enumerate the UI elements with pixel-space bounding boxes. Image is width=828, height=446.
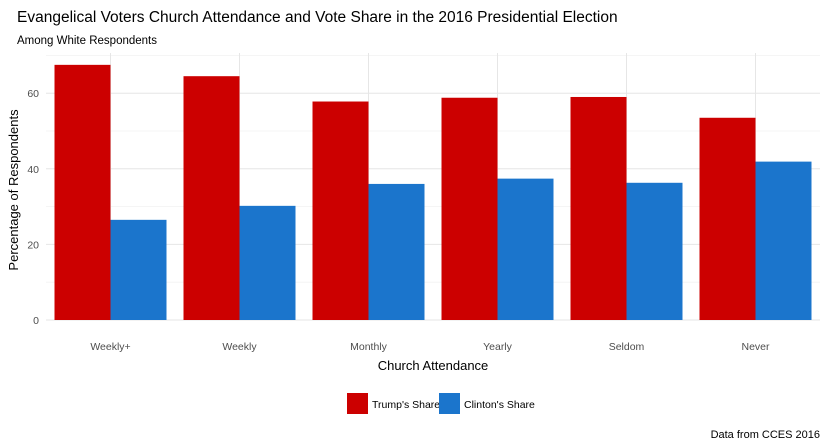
bar-trump-s-share-monthly bbox=[312, 101, 369, 321]
legend-swatch-trump bbox=[347, 393, 368, 414]
legend-label-clinton: Clinton's Share bbox=[464, 399, 535, 411]
legend-label-trump: Trump's Share bbox=[372, 399, 440, 411]
legend-swatch-clinton bbox=[439, 393, 460, 414]
bar-trump-s-share-yearly bbox=[441, 97, 498, 321]
bar-trump-s-share-weekly bbox=[183, 76, 240, 320]
legend: Trump's Share Clinton's Share bbox=[347, 393, 535, 414]
y-axis-ticks: 0 20 40 60 bbox=[27, 88, 39, 327]
x-tick-label: Seldom bbox=[609, 341, 645, 353]
y-tick-label: 0 bbox=[33, 315, 39, 327]
x-axis-title: Church Attendance bbox=[378, 358, 489, 373]
bar-clinton-s-share-weekly bbox=[110, 219, 167, 320]
x-tick-label: Weekly bbox=[222, 341, 257, 353]
x-tick-label: Never bbox=[741, 341, 770, 353]
bar-trump-s-share-seldom bbox=[570, 96, 627, 320]
x-tick-label: Monthly bbox=[350, 341, 388, 353]
y-tick-label: 40 bbox=[27, 164, 39, 176]
caption: Data from CCES 2016 bbox=[711, 429, 820, 441]
chart-title: Evangelical Voters Church Attendance and… bbox=[17, 9, 618, 26]
bar-clinton-s-share-never bbox=[755, 161, 812, 320]
bar-clinton-s-share-seldom bbox=[626, 182, 683, 320]
bar-clinton-s-share-weekly bbox=[239, 205, 296, 320]
y-tick-label: 60 bbox=[27, 88, 39, 100]
x-axis-ticks: Weekly+ Weekly Monthly Yearly Seldom Never bbox=[90, 341, 770, 353]
bar-trump-s-share-never bbox=[699, 117, 756, 321]
bar-clinton-s-share-yearly bbox=[497, 178, 554, 320]
bar-clinton-s-share-monthly bbox=[368, 183, 425, 320]
x-tick-label: Yearly bbox=[483, 341, 513, 353]
y-tick-label: 20 bbox=[27, 239, 39, 251]
x-tick-label: Weekly+ bbox=[90, 341, 130, 353]
bars bbox=[54, 64, 812, 321]
y-axis-title: Percentage of Respondents bbox=[6, 109, 21, 271]
chart-subtitle: Among White Respondents bbox=[17, 35, 157, 47]
bar-trump-s-share-weekly bbox=[54, 64, 111, 320]
